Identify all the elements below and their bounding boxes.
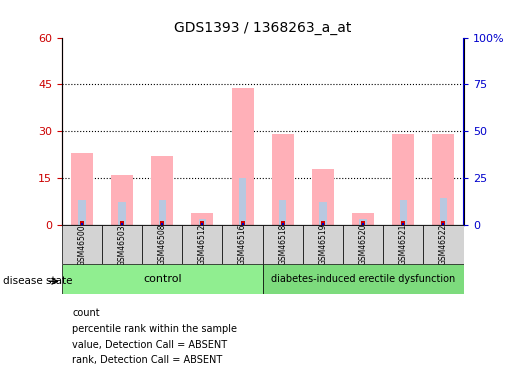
Bar [102,225,142,264]
Text: GSM46518: GSM46518 [278,224,287,266]
Text: GSM46512: GSM46512 [198,224,207,266]
Text: GSM46521: GSM46521 [399,224,408,266]
Bar [159,200,166,225]
Text: GSM46520: GSM46520 [358,224,368,266]
Bar [272,134,294,225]
Bar [232,87,253,225]
Bar [440,198,447,225]
Bar [263,225,303,264]
Bar [279,200,286,225]
Text: GSM46516: GSM46516 [238,224,247,266]
Bar [392,134,414,225]
Text: diabetes-induced erectile dysfunction: diabetes-induced erectile dysfunction [271,274,455,284]
Text: control: control [143,274,182,284]
Bar [352,213,374,225]
Bar [319,202,327,225]
Bar [192,213,213,225]
Bar [71,153,93,225]
Text: value, Detection Call = ABSENT: value, Detection Call = ABSENT [72,340,227,350]
Bar [151,156,173,225]
Bar [423,225,464,264]
Text: GSM46503: GSM46503 [117,224,127,266]
Bar [142,225,182,264]
Text: GSM46522: GSM46522 [439,224,448,266]
Bar [359,219,367,225]
Text: count: count [72,308,100,318]
Text: GSM46519: GSM46519 [318,224,328,266]
Text: disease state: disease state [3,276,72,286]
Bar [62,225,102,264]
Bar [118,202,126,225]
Bar [239,178,246,225]
Title: GDS1393 / 1368263_a_at: GDS1393 / 1368263_a_at [174,21,351,35]
Bar [182,225,222,264]
Text: GSM46500: GSM46500 [77,224,87,266]
Text: rank, Detection Call = ABSENT: rank, Detection Call = ABSENT [72,356,222,365]
Bar [62,264,263,294]
Bar [312,169,334,225]
Bar [303,225,343,264]
Bar [400,200,407,225]
Bar [222,225,263,264]
Bar [111,175,133,225]
Bar [199,219,206,225]
Text: GSM46508: GSM46508 [158,224,167,266]
Bar [433,134,454,225]
Text: percentile rank within the sample: percentile rank within the sample [72,324,237,334]
Bar [343,225,383,264]
Bar [383,225,423,264]
Bar [78,200,85,225]
Bar [263,264,464,294]
